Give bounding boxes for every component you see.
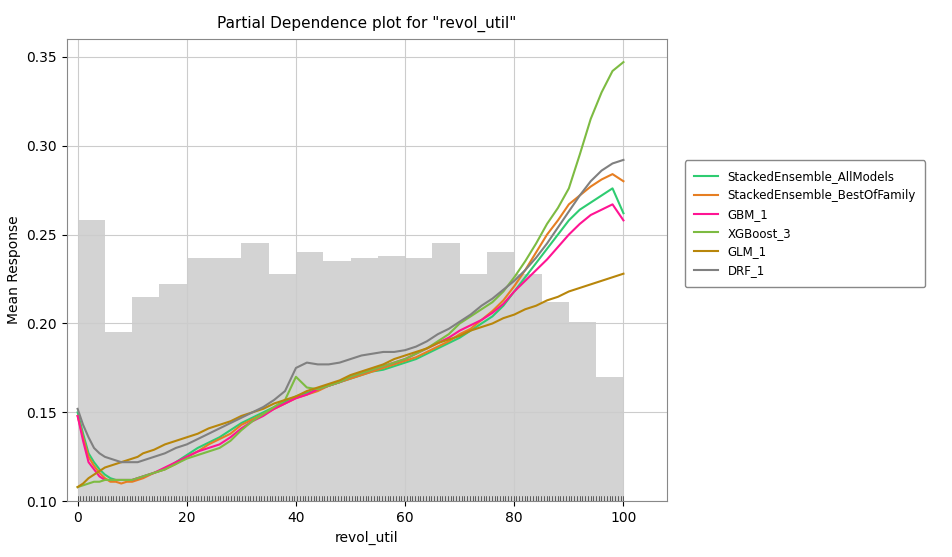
StackedEnsemble_BestOfFamily — [431, 343, 443, 350]
Line: StackedEnsemble_AllModels: StackedEnsemble_AllModels — [77, 188, 623, 480]
Line: StackedEnsemble_BestOfFamily: StackedEnsemble_BestOfFamily — [77, 174, 623, 483]
StackedEnsemble_AllModels — [443, 340, 454, 346]
Line: DRF_1: DRF_1 — [77, 160, 623, 462]
StackedEnsemble_AllModels — [431, 345, 443, 351]
Bar — [241, 243, 268, 501]
DRF_1 — [431, 331, 443, 338]
StackedEnsemble_AllModels — [617, 210, 628, 217]
GBM_1 — [71, 413, 83, 419]
XGBoost_3 — [83, 480, 94, 487]
StackedEnsemble_AllModels — [606, 185, 618, 192]
StackedEnsemble_BestOfFamily — [115, 480, 127, 487]
Line: XGBoost_3: XGBoost_3 — [77, 62, 623, 487]
DRF_1 — [279, 388, 290, 394]
StackedEnsemble_BestOfFamily — [443, 338, 454, 345]
StackedEnsemble_BestOfFamily — [617, 178, 628, 184]
GBM_1 — [83, 459, 94, 466]
Bar — [77, 221, 105, 501]
X-axis label: revol_util: revol_util — [335, 531, 398, 545]
Legend: StackedEnsemble_AllModels, StackedEnsemble_BestOfFamily, GBM_1, XGBoost_3, GLM_1: StackedEnsemble_AllModels, StackedEnsemb… — [684, 160, 924, 287]
XGBoost_3 — [89, 478, 100, 485]
DRF_1 — [115, 459, 127, 466]
XGBoost_3 — [617, 58, 628, 65]
XGBoost_3 — [268, 404, 280, 411]
Bar — [268, 273, 296, 501]
Bar — [514, 273, 541, 501]
GBM_1 — [606, 201, 618, 208]
XGBoost_3 — [71, 483, 83, 490]
StackedEnsemble_AllModels — [71, 409, 83, 416]
GLM_1 — [431, 340, 443, 346]
Bar — [350, 258, 377, 501]
GLM_1 — [268, 400, 280, 407]
Bar — [568, 322, 596, 501]
StackedEnsemble_BestOfFamily — [181, 453, 192, 460]
Bar — [214, 258, 241, 501]
Bar — [596, 377, 623, 501]
DRF_1 — [443, 325, 454, 332]
Line: GBM_1: GBM_1 — [77, 204, 623, 480]
DRF_1 — [181, 441, 192, 448]
StackedEnsemble_AllModels — [110, 477, 122, 483]
StackedEnsemble_BestOfFamily — [71, 413, 83, 419]
StackedEnsemble_AllModels — [279, 398, 290, 405]
Bar — [459, 273, 486, 501]
GBM_1 — [99, 477, 110, 483]
GLM_1 — [421, 345, 432, 351]
Bar — [296, 252, 323, 501]
Bar — [105, 333, 132, 501]
GLM_1 — [89, 471, 100, 478]
GBM_1 — [181, 453, 192, 460]
Line: GLM_1: GLM_1 — [77, 273, 623, 487]
XGBoost_3 — [431, 338, 443, 345]
GBM_1 — [431, 340, 443, 346]
Bar — [323, 261, 350, 501]
StackedEnsemble_AllModels — [83, 450, 94, 457]
Bar — [405, 258, 432, 501]
Y-axis label: Mean Response: Mean Response — [7, 216, 21, 325]
XGBoost_3 — [421, 345, 432, 351]
StackedEnsemble_AllModels — [181, 452, 192, 458]
Bar — [377, 256, 405, 501]
Bar — [187, 258, 214, 501]
GBM_1 — [279, 400, 290, 407]
StackedEnsemble_BestOfFamily — [606, 171, 618, 178]
GBM_1 — [617, 217, 628, 224]
GLM_1 — [617, 270, 628, 277]
Bar — [132, 297, 159, 501]
DRF_1 — [71, 405, 83, 412]
DRF_1 — [617, 157, 628, 163]
StackedEnsemble_BestOfFamily — [279, 400, 290, 407]
Bar — [159, 285, 187, 501]
Bar — [432, 243, 459, 501]
GLM_1 — [71, 483, 83, 490]
XGBoost_3 — [170, 461, 182, 467]
GLM_1 — [170, 437, 182, 444]
GBM_1 — [443, 334, 454, 341]
StackedEnsemble_AllModels — [89, 459, 100, 466]
Title: Partial Dependence plot for "revol_util": Partial Dependence plot for "revol_util" — [217, 16, 516, 32]
Bar — [486, 252, 514, 501]
DRF_1 — [83, 434, 94, 441]
DRF_1 — [89, 444, 100, 451]
GBM_1 — [89, 466, 100, 473]
StackedEnsemble_BestOfFamily — [83, 453, 94, 460]
StackedEnsemble_BestOfFamily — [89, 462, 100, 469]
GLM_1 — [83, 475, 94, 481]
Bar — [541, 302, 568, 501]
